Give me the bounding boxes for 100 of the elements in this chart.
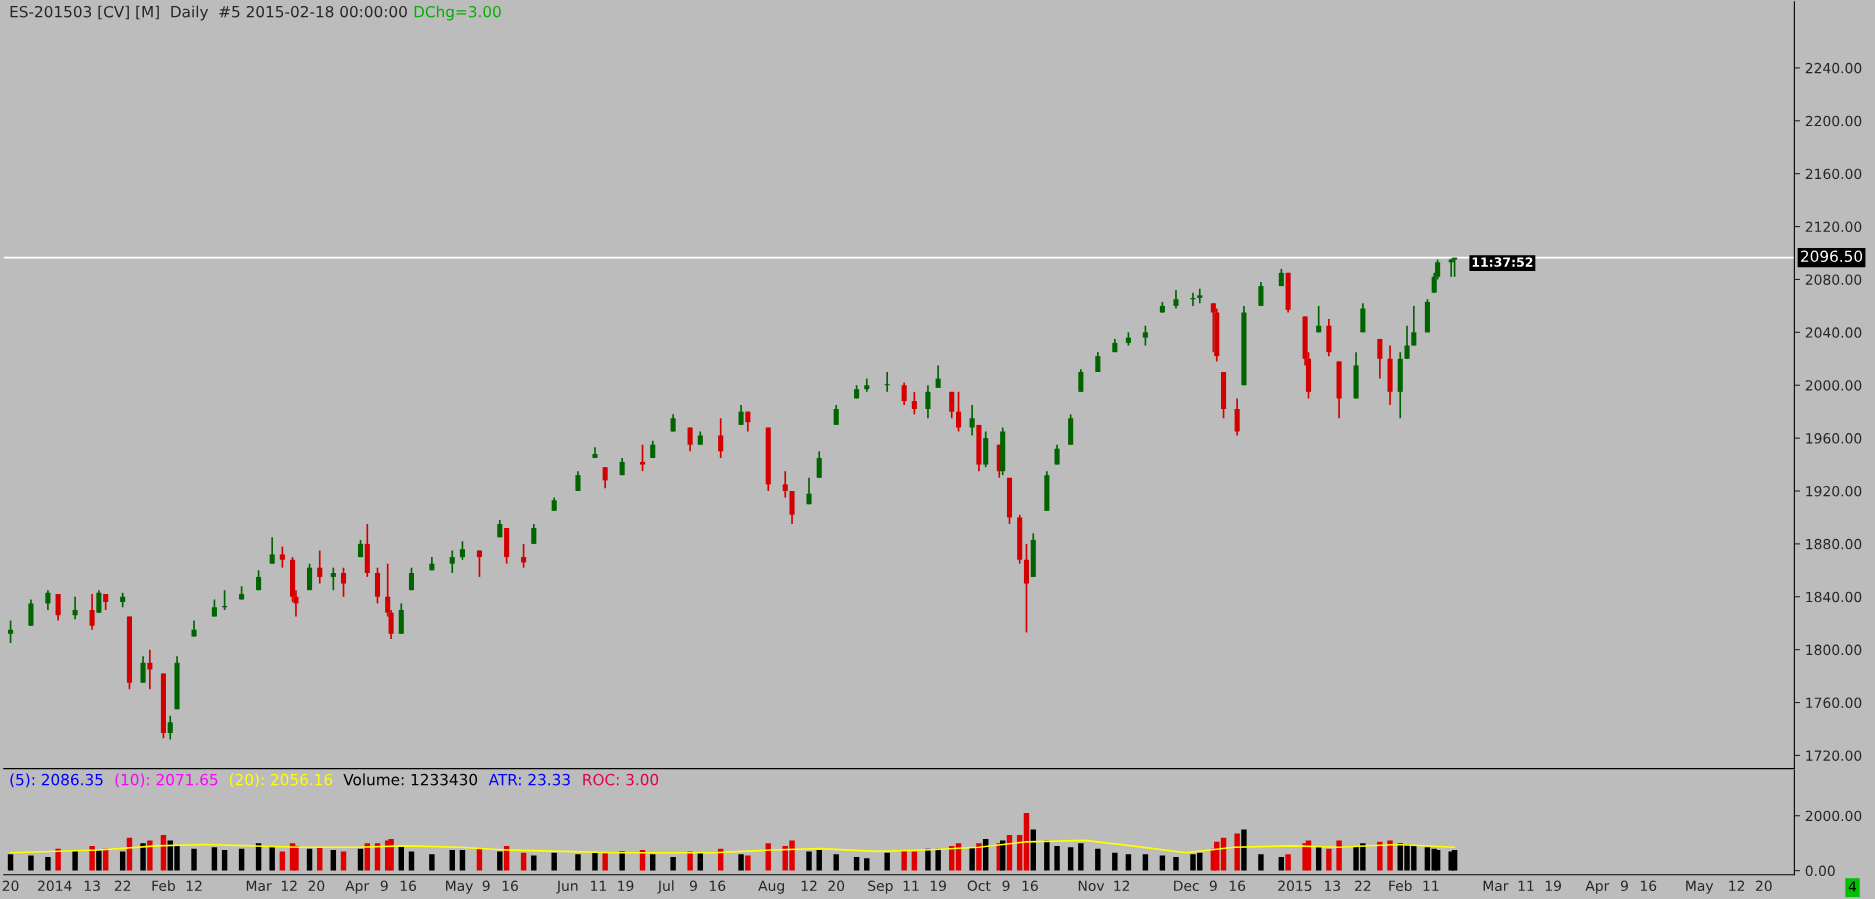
x-tick-label: Aug (758, 880, 784, 894)
candlestick (575, 470, 581, 492)
candlestick (55, 593, 61, 622)
y-tick-label: 2200.00 (1805, 115, 1862, 127)
y-tick-label: 1720.00 (1806, 750, 1862, 761)
bar (330, 850, 337, 871)
x-tick-label: 19 (930, 880, 946, 892)
x-tick-label: 9 (380, 880, 388, 892)
bar (408, 851, 415, 871)
x-tick-label: 13 (1324, 880, 1340, 892)
bar (140, 843, 146, 871)
candlestick (949, 390, 955, 420)
candlestick (782, 470, 788, 499)
bar (459, 850, 466, 871)
candlestick (955, 390, 962, 433)
y-tick-label: 1880.00 (1806, 538, 1862, 550)
candlestick (340, 566, 347, 598)
x-tick-label: 9 (482, 880, 490, 892)
x-tick-label: Mar (1483, 880, 1509, 892)
candlestick (833, 404, 839, 426)
bar (147, 840, 153, 871)
bar (476, 848, 483, 871)
candlestick (1054, 443, 1060, 466)
x-tick-label: May (446, 880, 473, 894)
x-tick-label: 9 (1002, 880, 1010, 892)
candlestick (317, 549, 323, 585)
x-tick-label: 16 (1229, 880, 1246, 892)
x-tick-label: 9 (1209, 880, 1217, 892)
bar (1241, 829, 1247, 871)
x-tick-label: 11 (591, 880, 606, 891)
candlestick (1360, 302, 1366, 334)
candlestick (45, 589, 51, 611)
bar (238, 848, 245, 871)
x-tick-label: 20 (308, 880, 325, 892)
bar (901, 850, 907, 871)
y-tick-label: 1840.00 (1806, 591, 1862, 603)
x-tick-label: 12 (1729, 880, 1745, 891)
x-tick-label: May (1686, 880, 1714, 894)
bar (592, 852, 598, 871)
candlestick (89, 593, 95, 631)
x-tick-label: 11 (903, 880, 919, 891)
candlestick (1023, 543, 1030, 634)
candlestick (1078, 368, 1084, 393)
x-tick-label: Sep (868, 880, 893, 894)
bar (279, 851, 286, 871)
x-tick-label: 2015 (1278, 880, 1312, 892)
y-tick-label: 2240.00 (1805, 62, 1862, 74)
candlestick (969, 404, 975, 437)
candlestick (398, 602, 404, 635)
x-tick-label: Nov (1078, 880, 1105, 892)
bar (317, 847, 323, 871)
candlestick (72, 595, 78, 621)
annotation: (20): 2056.16 (229, 773, 333, 788)
candlestick (816, 450, 822, 479)
bar (969, 847, 975, 871)
bar (1434, 850, 1441, 871)
x-tick-label: 22 (114, 880, 131, 891)
x-tick-label: 16 (502, 880, 518, 892)
bar (398, 845, 405, 871)
annotation: (5): 2086.35 (10, 773, 103, 788)
x-tick-label: Oct (967, 880, 991, 892)
bar (1234, 833, 1240, 871)
bar (1095, 848, 1101, 871)
candlestick (1411, 305, 1417, 347)
x-tick-label: 12 (1114, 880, 1130, 891)
x-tick-label: 11 (1518, 880, 1534, 891)
x-tick-label: 12 (281, 880, 297, 891)
bar (1336, 840, 1342, 871)
bar (935, 848, 941, 871)
bar (1112, 852, 1118, 871)
candlestick (167, 714, 173, 741)
candlestick (269, 536, 275, 565)
candlestick (935, 364, 941, 389)
candlestick (602, 466, 608, 490)
annotation: 11:37:52 (1472, 257, 1533, 267)
bar (1078, 843, 1084, 871)
candlestick (738, 404, 744, 426)
candlestick (925, 384, 931, 420)
x-tick-label: Mar (246, 880, 272, 892)
bar (72, 850, 78, 871)
bar (520, 852, 527, 871)
bar (1285, 854, 1291, 871)
text: 4 (1848, 881, 1857, 892)
bar (119, 851, 126, 871)
candlestick (96, 589, 102, 614)
bar (429, 854, 435, 871)
y-tick-label: 2080.00 (1805, 274, 1862, 285)
x-tick-label: 2014 (38, 880, 72, 892)
bar (602, 852, 608, 871)
x-tick-label: 22 (1355, 880, 1371, 891)
bar (911, 851, 918, 871)
bar (89, 845, 95, 871)
bar (211, 847, 218, 871)
candlestick (307, 562, 313, 591)
candlestick (901, 381, 907, 406)
bar (497, 851, 503, 871)
x-tick-label: 12 (801, 880, 817, 891)
bar (738, 854, 744, 871)
bar (1054, 845, 1060, 871)
candlestick (1173, 289, 1179, 310)
